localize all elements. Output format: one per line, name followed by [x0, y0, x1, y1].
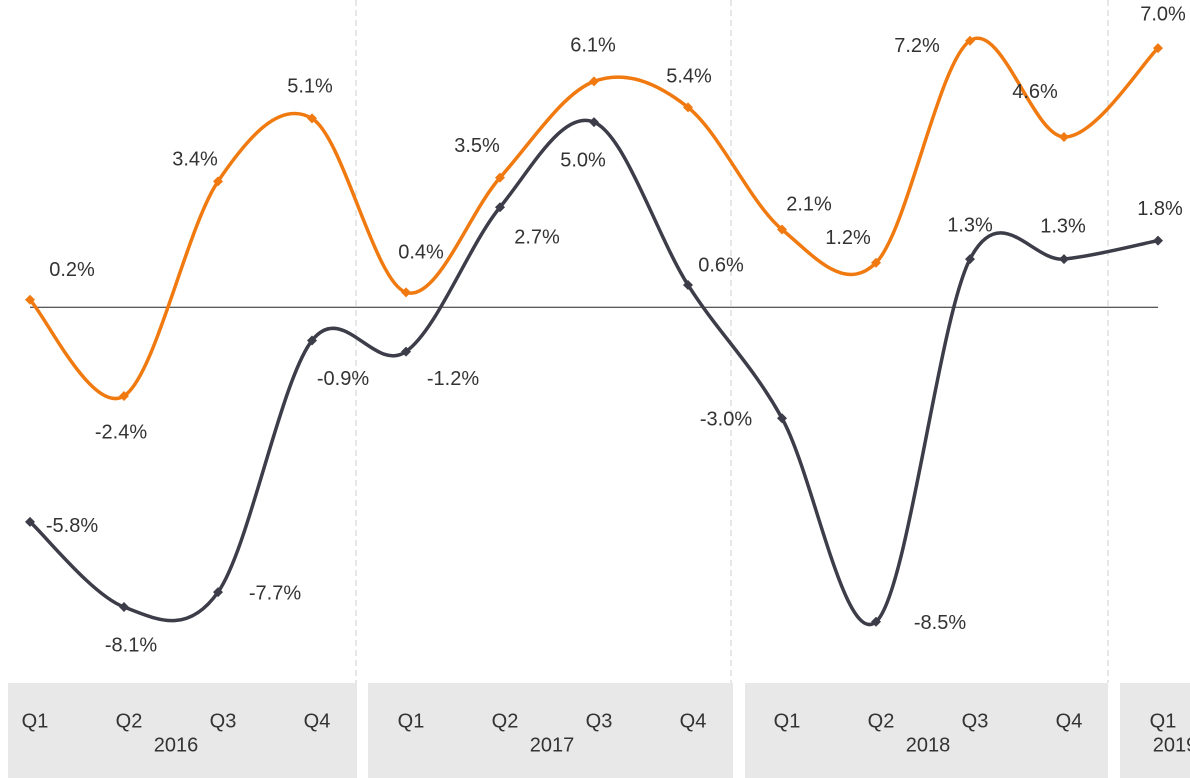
marker [25, 294, 35, 305]
data-label: 1.2% [825, 227, 871, 249]
series-line [28, 118, 1159, 627]
data-label: -7.7% [249, 582, 301, 604]
marker [307, 113, 317, 124]
data-label: -8.1% [105, 634, 157, 656]
marker [965, 35, 975, 46]
x-tick-label: Q1 [398, 710, 425, 732]
data-label: -0.9% [317, 368, 369, 390]
marker [401, 346, 411, 357]
category-band [1120, 683, 1190, 778]
data-label: -3.0% [700, 409, 752, 431]
marker [213, 176, 223, 187]
data-label: 1.3% [1040, 215, 1086, 237]
marker [213, 587, 223, 598]
data-label: -8.5% [914, 612, 966, 634]
data-label: 7.0% [1140, 3, 1186, 25]
data-label: 3.5% [454, 135, 500, 157]
x-tick-label: Q2 [868, 710, 895, 732]
marker [1153, 235, 1163, 246]
marker [495, 172, 505, 183]
data-label: 4.6% [1012, 81, 1058, 103]
group-label: 2019 [1153, 734, 1190, 756]
marker [777, 224, 787, 235]
data-label: 6.1% [570, 35, 616, 57]
data-label: 3.4% [172, 149, 218, 171]
category-band [8, 683, 357, 778]
x-tick-label: Q4 [1056, 710, 1083, 732]
category-band [368, 683, 733, 778]
x-tick-label: Q3 [586, 710, 613, 732]
marker [589, 76, 599, 87]
data-label: 1.3% [947, 214, 993, 236]
group-label: 2016 [154, 734, 199, 756]
data-label: 0.4% [398, 242, 444, 264]
marker [871, 616, 881, 627]
marker [119, 601, 129, 612]
x-tick-label: Q4 [304, 710, 331, 732]
category-band [745, 683, 1108, 778]
data-label: 0.6% [698, 254, 744, 276]
data-label: -5.8% [46, 515, 98, 537]
x-tick-label: Q3 [210, 710, 237, 732]
x-tick-label: Q1 [1150, 710, 1177, 732]
group-label: 2017 [530, 734, 575, 756]
x-tick-label: Q2 [116, 710, 143, 732]
data-label: 5.1% [287, 76, 333, 98]
data-label: 7.2% [894, 35, 940, 57]
marker [25, 516, 35, 527]
x-tick-label: Q2 [492, 710, 519, 732]
x-tick-label: Q1 [774, 710, 801, 732]
x-tick-label: Q3 [962, 710, 989, 732]
data-label: -2.4% [95, 421, 147, 443]
group-label: 2018 [906, 734, 951, 756]
marker [1153, 43, 1163, 54]
data-label: -1.2% [427, 368, 479, 390]
marker [401, 287, 411, 298]
data-label: 5.4% [666, 66, 712, 88]
marker [307, 335, 317, 346]
marker [871, 257, 881, 268]
data-label: 2.1% [786, 194, 832, 216]
data-label: 5.0% [560, 149, 606, 171]
data-label: 0.2% [49, 259, 95, 281]
x-tick-label: Q1 [22, 710, 49, 732]
marker [1059, 131, 1069, 142]
x-tick-label: Q4 [680, 710, 707, 732]
data-label: 2.7% [514, 227, 560, 249]
marker [589, 117, 599, 128]
marker [683, 279, 693, 290]
marker [777, 413, 787, 424]
marker [119, 391, 129, 402]
marker [1059, 254, 1069, 265]
marker [683, 102, 693, 113]
marker [495, 202, 505, 213]
marker [965, 254, 975, 265]
data-label: 1.8% [1137, 198, 1183, 220]
